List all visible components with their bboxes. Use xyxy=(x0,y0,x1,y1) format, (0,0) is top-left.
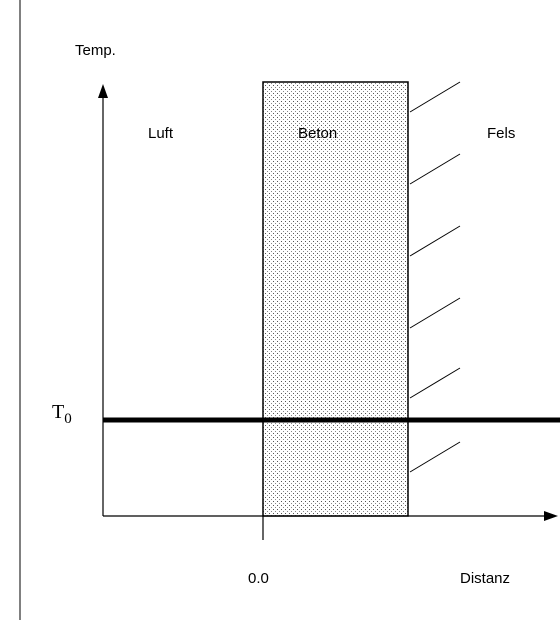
x-axis-arrow xyxy=(544,511,558,521)
rock-hatching xyxy=(409,81,461,473)
level-symbol: T xyxy=(52,401,64,423)
region-label: Fels xyxy=(487,125,515,142)
level-subscript: 0 xyxy=(64,411,72,427)
y-axis-label: Temp. xyxy=(75,42,116,59)
x-axis-label: Distanz xyxy=(460,570,510,587)
region-label: Beton xyxy=(298,125,337,142)
x-tick-label: 0.0 xyxy=(248,570,269,587)
region-label: Luft xyxy=(148,125,174,142)
y-axis-arrow xyxy=(98,84,108,98)
concrete-block xyxy=(262,81,409,517)
level-label: T0 xyxy=(52,401,72,427)
